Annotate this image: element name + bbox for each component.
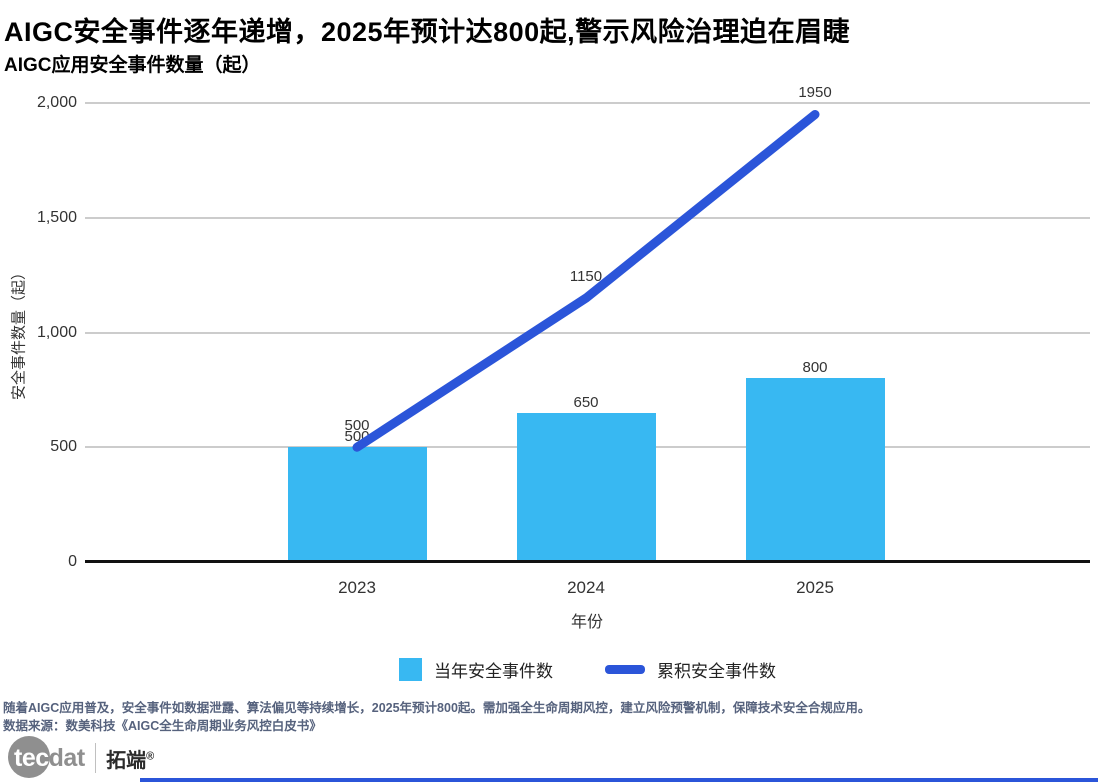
- line-value-label: 500: [344, 417, 370, 435]
- legend: 当年安全事件数 累积安全事件数: [85, 652, 1090, 686]
- legend-item-line: 累积安全事件数: [605, 657, 776, 682]
- logo-brand-text: 拓端®: [106, 744, 154, 773]
- bar-2025: [745, 378, 885, 562]
- bar-swatch-icon: [399, 657, 422, 681]
- x-tick-label: 2024: [567, 578, 605, 597]
- logo-dat-text: dat: [48, 743, 86, 772]
- logo-tec-text: tec: [14, 743, 49, 772]
- bar-value-label: 800: [802, 359, 828, 377]
- x-tick-label: 2023: [338, 578, 376, 597]
- y-gridline: [85, 331, 1090, 334]
- x-axis-title: 年份: [570, 614, 603, 631]
- y-tick-label: 1,500: [36, 208, 77, 226]
- logo-brand-cn: 拓端: [106, 749, 147, 772]
- logo-divider: [94, 743, 97, 773]
- bar-2023: [287, 447, 427, 562]
- bar-value-label: 650: [573, 393, 599, 411]
- line-value-label: 1150: [569, 268, 603, 286]
- bottom-accent-strip: [140, 778, 1098, 782]
- logo-circle-icon: [8, 736, 50, 778]
- page-title: AIGC安全事件逐年递增，2025年预计达800起,警示风险治理迫在眉睫: [4, 17, 851, 47]
- tecdat-logo: tecdat 拓端®: [8, 736, 154, 780]
- y-tick-label: 500: [50, 438, 77, 456]
- registered-mark: ®: [146, 749, 155, 762]
- legend-label: 累积安全事件数: [657, 661, 776, 681]
- logo-wordmark: tecdat: [14, 744, 85, 773]
- line-swatch-icon: [605, 664, 645, 674]
- bar-2024: [516, 412, 656, 562]
- chart-subtitle: AIGC应用安全事件数量（起）: [4, 55, 261, 76]
- x-axis-line: [85, 560, 1090, 563]
- y-tick-label: 0: [68, 553, 77, 570]
- x-tick-label: 2025: [796, 578, 834, 597]
- footnote-summary: 随着AIGC应用普及，安全事件如数据泄露、算法偏见等持续增长，2025年预计80…: [3, 701, 871, 715]
- line-value-label: 1950: [798, 84, 832, 102]
- y-gridline: [85, 216, 1090, 219]
- footnote-source: 数据来源：数美科技《AIGC全生命周期业务风控白皮书》: [3, 719, 322, 733]
- legend-item-bar: 当年安全事件数: [399, 657, 553, 682]
- legend-label: 当年安全事件数: [434, 661, 553, 681]
- y-gridline: [85, 102, 1090, 104]
- y-tick-label: 1,000: [36, 323, 77, 341]
- y-tick-label: 2,000: [36, 94, 77, 111]
